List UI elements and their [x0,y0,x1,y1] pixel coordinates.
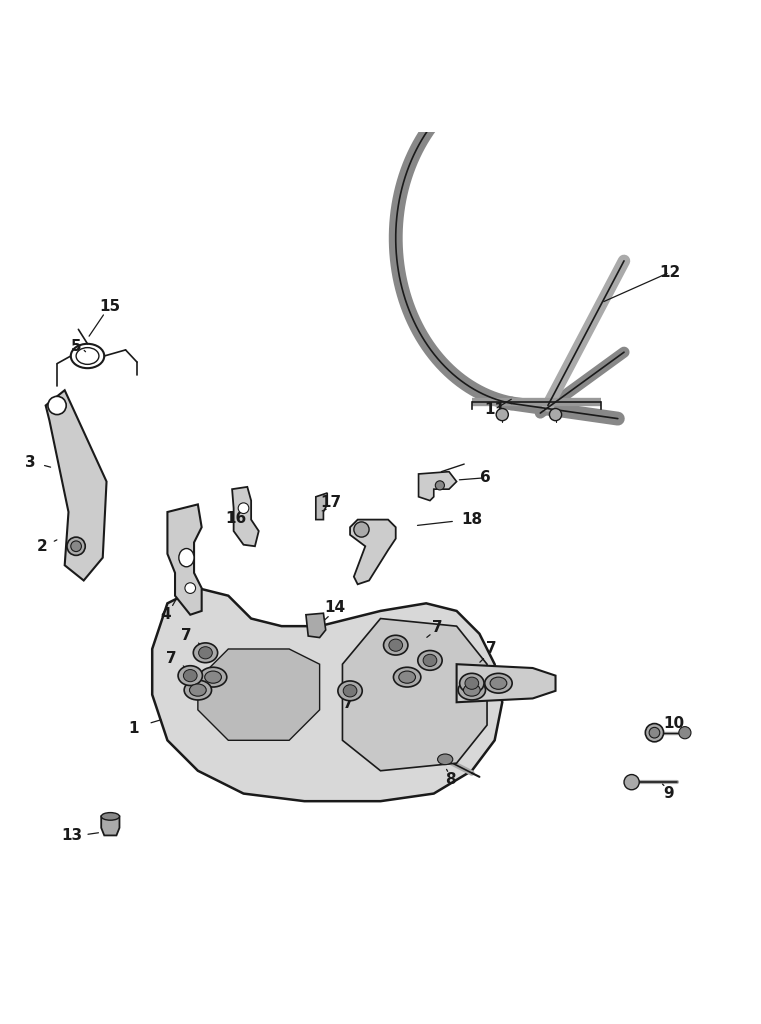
Text: 16: 16 [225,511,247,525]
Ellipse shape [496,409,508,421]
Ellipse shape [199,668,227,687]
Ellipse shape [179,549,194,567]
Text: 11: 11 [484,401,505,417]
Text: 2: 2 [37,539,47,554]
Ellipse shape [438,754,453,765]
Polygon shape [198,649,320,740]
Ellipse shape [338,681,362,700]
Polygon shape [167,505,202,614]
Ellipse shape [549,409,562,421]
Ellipse shape [399,671,416,683]
Ellipse shape [71,541,81,552]
Ellipse shape [183,670,197,682]
Ellipse shape [343,685,357,697]
Ellipse shape [101,813,119,820]
Ellipse shape [67,538,85,555]
Polygon shape [46,390,107,581]
Ellipse shape [490,677,507,689]
Ellipse shape [393,668,421,687]
Text: 12: 12 [659,265,680,280]
Text: 7: 7 [166,650,177,666]
Ellipse shape [645,724,664,741]
Ellipse shape [679,727,691,738]
Text: 6: 6 [480,470,491,485]
Ellipse shape [238,503,249,513]
Polygon shape [419,472,457,501]
Ellipse shape [205,671,221,683]
Text: 18: 18 [461,512,482,527]
Ellipse shape [48,396,66,415]
Ellipse shape [465,677,479,689]
Text: 10: 10 [663,716,684,731]
Text: 4: 4 [161,607,171,623]
Polygon shape [232,486,259,546]
Ellipse shape [485,674,512,693]
Text: 14: 14 [324,600,345,614]
Ellipse shape [458,680,486,700]
Ellipse shape [354,522,369,538]
Text: 3: 3 [25,455,36,470]
Polygon shape [101,816,119,836]
Polygon shape [457,665,556,702]
Ellipse shape [199,647,212,658]
Text: 13: 13 [61,828,82,843]
Text: 7: 7 [486,641,496,656]
Ellipse shape [184,680,212,700]
Text: 1: 1 [128,721,139,736]
Ellipse shape [435,481,444,489]
Ellipse shape [463,684,480,696]
Ellipse shape [193,643,218,663]
Ellipse shape [423,654,437,667]
Ellipse shape [384,635,408,655]
Polygon shape [316,493,327,519]
Polygon shape [350,519,396,585]
Ellipse shape [178,666,202,685]
Polygon shape [152,588,502,801]
Ellipse shape [189,684,206,696]
Text: 8: 8 [445,772,456,787]
Text: 7: 7 [181,628,192,643]
Text: 7: 7 [432,621,443,635]
Text: 7: 7 [343,696,354,712]
Text: 5: 5 [71,339,81,353]
Ellipse shape [389,639,403,651]
Text: 15: 15 [100,299,121,314]
Polygon shape [306,613,326,638]
Ellipse shape [418,650,442,671]
Ellipse shape [624,774,639,790]
Text: 17: 17 [320,496,342,510]
Text: 9: 9 [663,786,673,801]
Ellipse shape [649,727,660,738]
Ellipse shape [185,583,196,594]
Ellipse shape [460,674,484,693]
Polygon shape [342,618,487,771]
